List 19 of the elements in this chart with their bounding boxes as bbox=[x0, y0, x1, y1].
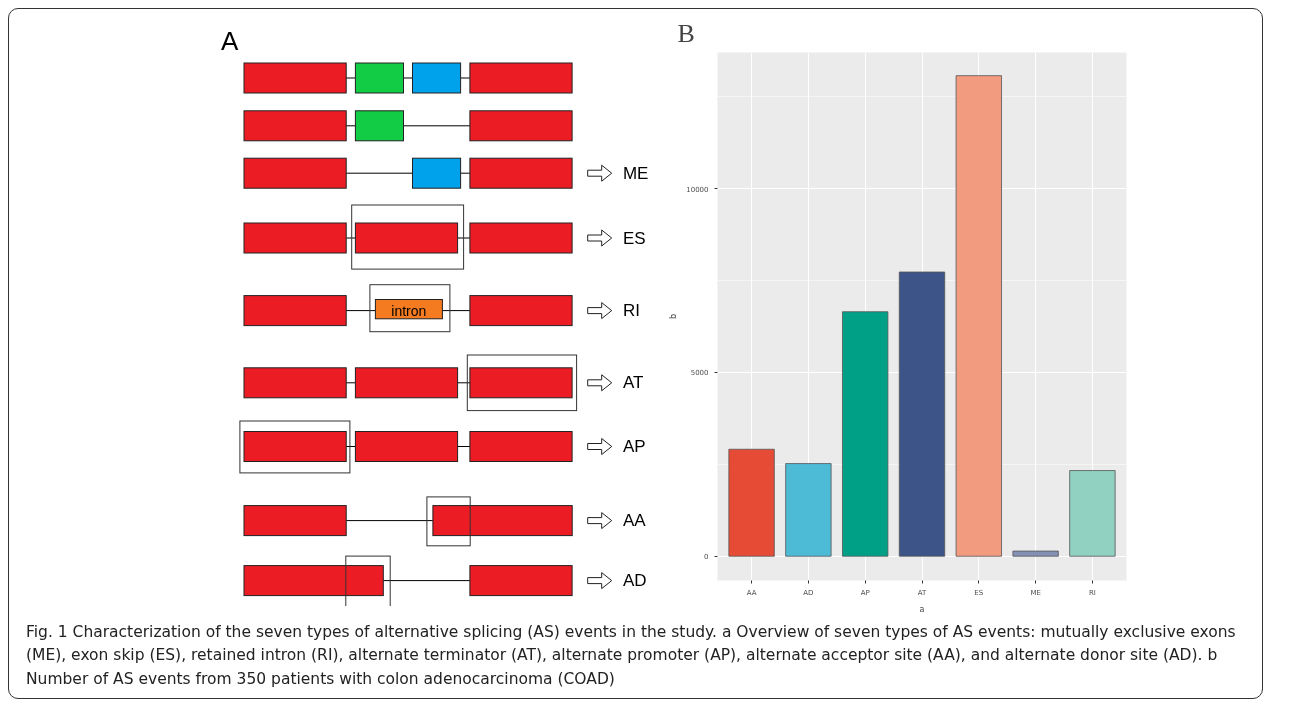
text: A bbox=[221, 26, 239, 56]
bar bbox=[785, 463, 832, 557]
chart-title: B bbox=[677, 18, 695, 48]
x-axis-title: a bbox=[919, 604, 925, 614]
text: ME bbox=[622, 163, 649, 183]
bar bbox=[1069, 470, 1116, 557]
bar bbox=[728, 448, 775, 557]
text: intron bbox=[391, 302, 427, 319]
text: AA bbox=[622, 511, 647, 531]
bar bbox=[955, 75, 1002, 557]
bar bbox=[1012, 550, 1059, 557]
bar bbox=[842, 311, 889, 557]
text: RI bbox=[622, 301, 640, 321]
text: AP bbox=[622, 437, 646, 456]
bar bbox=[898, 271, 946, 557]
y-axis-title: b bbox=[669, 313, 679, 320]
text: AT bbox=[622, 373, 644, 393]
caption: Fig. 1 Characterization of the seven types of alternative splicing (AS) events in the study. a Overview of seven types of AS events: mutually exclusive exons (ME), exon skip (ES), retained intron (RI), alternate terminator (AT), alternate promoter (AP), alternate acceptor site (AA), and alternate donor site (AD). b Number of AS events from 350 patients with colon adenocarcinoma (COAD) bbox=[26, 622, 1237, 690]
text: ES bbox=[622, 228, 646, 248]
